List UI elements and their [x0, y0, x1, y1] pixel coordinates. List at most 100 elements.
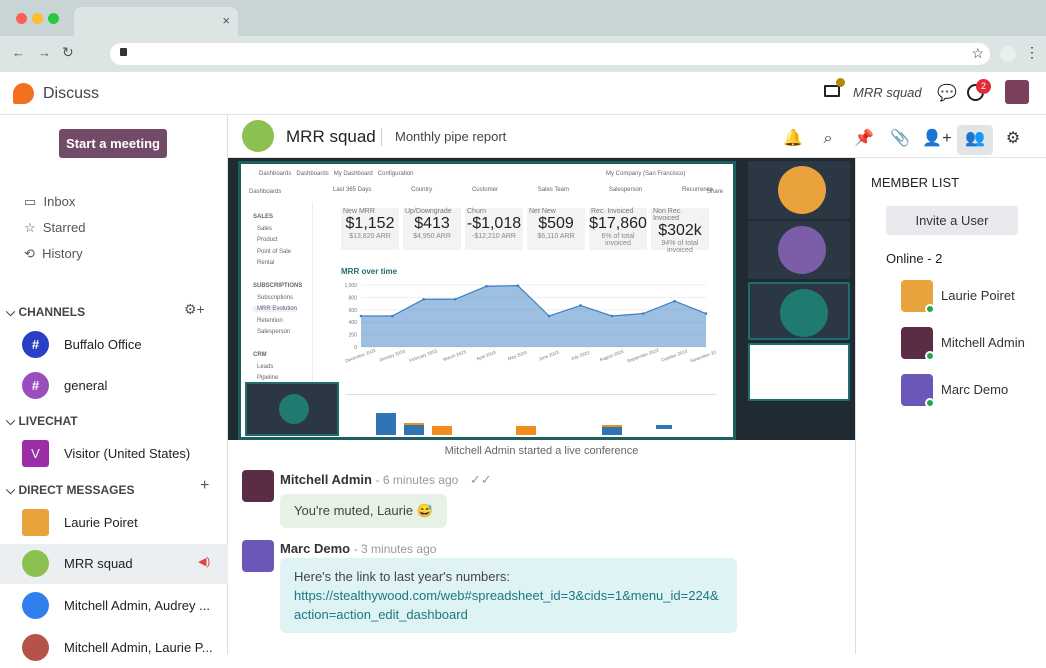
screen-filters: Last 365 Days Country Customer Sales Team Sa… — [333, 187, 713, 193]
bookmark-star-icon[interactable]: ☆ — [971, 45, 984, 61]
dm-mitchell-laurie[interactable]: Mitchell Admin, Laurie P... — [0, 628, 228, 668]
sidebar-item-history[interactable]: ⟲ History — [24, 246, 83, 262]
activity-badge: 2 — [976, 79, 991, 94]
channel-name[interactable]: MRR squad — [286, 127, 376, 146]
channel-description[interactable]: Monthly pipe report — [395, 129, 507, 144]
participant-avatar — [778, 166, 826, 214]
y-tick-label: 0 — [354, 345, 357, 351]
direct-messages-section-header[interactable]: ⌵ DIRECT MESSAGES — [6, 483, 135, 497]
conference-notice: Mitchell Admin started a live conference — [444, 445, 639, 457]
message-link[interactable]: https://stealthywood.com/web#spreadsheet… — [294, 588, 719, 622]
chat-bubbles-icon[interactable]: 💬 — [937, 85, 957, 102]
member-name: Marc Demo — [941, 382, 1009, 397]
channel-label: Buffalo Office — [64, 337, 142, 352]
browser-tab-bar: × — [0, 0, 1046, 36]
url-input[interactable]: ☆ — [110, 43, 990, 65]
channel-avatar: # — [22, 372, 49, 399]
kpi-sub: 6% of total invoiced — [601, 233, 635, 247]
kpi-tile: Non Rec. Invoiced $302k 94% of total invoi… — [651, 208, 709, 254]
livechat-label: Visitor (United States) — [64, 446, 191, 461]
kpi-sub: $6,110 ARR — [537, 233, 575, 240]
reload-icon[interactable]: ↻ — [62, 44, 74, 60]
kpi-tile: Net New $509 $6,110 ARR — [527, 208, 585, 250]
author-avatar[interactable] — [242, 540, 274, 572]
kpi-value: $1,152 — [345, 215, 395, 232]
minimize-window-icon[interactable] — [32, 13, 43, 24]
tab-close-icon[interactable]: × — [222, 13, 230, 28]
history-icon: ⟲ — [24, 246, 35, 261]
participant-tile-mitchell[interactable] — [748, 282, 850, 340]
screen-share-thumbnail[interactable] — [748, 343, 850, 401]
channel-settings-icon[interactable]: ⚙+ — [184, 301, 205, 317]
data-point — [673, 299, 676, 303]
participant-tile-laurie[interactable] — [748, 161, 850, 219]
profile-icon[interactable] — [1000, 46, 1016, 62]
group-avatar — [22, 634, 49, 661]
y-tick-label: 1,000 — [344, 283, 357, 289]
dm-mitchell-audrey[interactable]: Mitchell Admin, Audrey ... — [0, 586, 228, 626]
kpi-title: Net New — [529, 208, 556, 215]
user-avatar[interactable] — [1005, 80, 1029, 104]
back-icon[interactable]: ← — [12, 45, 25, 60]
message-author[interactable]: Marc Demo — [280, 541, 351, 556]
data-point — [485, 284, 488, 288]
search-icon[interactable]: ⌕ — [823, 130, 833, 147]
channel-general[interactable]: # general — [0, 366, 228, 406]
channel-header: MRR squad Monthly pipe report 🔔 ⌕ 📌 📎 👤+… — [228, 115, 1046, 158]
browser-menu-icon[interactable]: ⋮ — [1025, 44, 1039, 60]
channel-label: general — [64, 378, 108, 393]
pin-icon[interactable]: 📌 — [854, 130, 874, 147]
data-point — [704, 312, 708, 315]
x-tick-label: May 2023 — [507, 350, 528, 362]
y-tick-label: 800 — [349, 295, 358, 301]
close-window-icon[interactable] — [16, 13, 27, 24]
self-video-tile[interactable] — [245, 382, 339, 436]
maximize-window-icon[interactable] — [48, 13, 59, 24]
kpi-value: -$1,018 — [466, 215, 522, 232]
kpi-sub: -$12,210 ARR — [472, 233, 516, 240]
sidebar-item-inbox[interactable]: ▭ Inbox — [24, 194, 75, 210]
monitor-icon[interactable] — [824, 85, 840, 97]
x-tick-label: April 2023 — [476, 350, 497, 362]
screen-company: My Company (San Francisco) — [606, 171, 686, 177]
participant-avatar — [780, 289, 828, 337]
x-tick-label: July 2023 — [570, 350, 590, 361]
dm-mrr-squad[interactable]: MRR squad ◀) — [0, 544, 228, 584]
group-avatar — [22, 592, 49, 619]
dm-label: Laurie Poiret — [64, 515, 138, 530]
settings-gear-icon[interactable]: ⚙ — [1005, 130, 1021, 147]
shared-screen[interactable]: Dashboards Dashboards My Dashboard Confi… — [238, 161, 736, 440]
add-user-icon[interactable]: 👤+ — [922, 130, 952, 147]
livechat-section-header[interactable]: ⌵ LIVECHAT — [6, 414, 78, 428]
kpi-tile: Up/Downgrade $413 $4,950 ARR — [403, 208, 461, 250]
star-icon: ☆ — [24, 220, 36, 235]
channels-section-header[interactable]: ⌵ CHANNELS — [6, 305, 86, 319]
active-call-label[interactable]: MRR squad — [853, 85, 922, 100]
channel-buffalo-office[interactable]: # Buffalo Office — [0, 325, 228, 365]
message-time: - 6 minutes ago — [375, 473, 459, 487]
section-title: CHANNELS — [18, 305, 86, 319]
area-fill — [361, 285, 706, 347]
member-list-icon[interactable]: 👥 — [957, 125, 993, 155]
screen-sidebar: SALES Sales Product Point of Sale Rental SUB… — [241, 202, 313, 437]
author-avatar[interactable] — [242, 470, 274, 502]
kpi-sub: $4,950 ARR — [413, 233, 451, 240]
livechat-visitor[interactable]: V Visitor (United States) — [0, 434, 228, 474]
sidebar-item-starred[interactable]: ☆ Starred — [24, 220, 86, 236]
data-point — [579, 304, 582, 307]
browser-tab[interactable]: × — [74, 7, 238, 36]
message-author[interactable]: Mitchell Admin — [280, 472, 372, 487]
kpi-tile: Churn -$1,018 -$12,210 ARR — [465, 208, 523, 250]
bell-icon[interactable]: 🔔 — [783, 130, 803, 147]
app-title: Discuss — [43, 85, 100, 102]
dm-laurie-poiret[interactable]: Laurie Poiret — [0, 503, 228, 543]
start-meeting-button[interactable]: Start a meeting — [59, 129, 167, 158]
paperclip-icon[interactable]: 📎 — [890, 130, 910, 147]
participant-tile-marc[interactable] — [748, 221, 850, 279]
add-dm-icon[interactable]: + — [200, 477, 210, 494]
read-check-icon: ✓✓ — [469, 472, 492, 487]
online-indicator — [925, 398, 935, 408]
forward-icon[interactable]: → — [38, 45, 51, 60]
invite-user-button[interactable]: Invite a User — [886, 206, 1018, 235]
sidebar-item-label: History — [42, 246, 83, 261]
